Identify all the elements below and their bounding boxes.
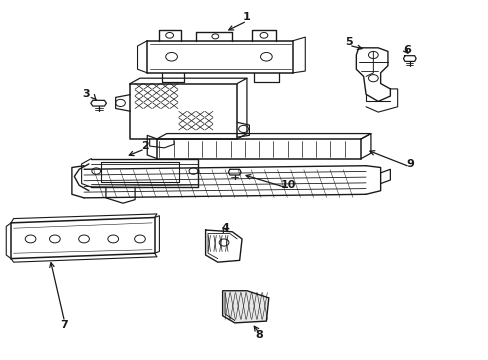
Text: 5: 5	[345, 37, 352, 48]
Text: 6: 6	[403, 45, 410, 55]
Text: 1: 1	[243, 13, 250, 22]
Text: 8: 8	[255, 330, 263, 341]
Text: 7: 7	[61, 320, 68, 330]
Text: 10: 10	[280, 180, 295, 190]
Text: 2: 2	[141, 141, 148, 151]
Text: 9: 9	[405, 159, 413, 169]
Polygon shape	[222, 291, 268, 323]
Text: 3: 3	[82, 89, 90, 99]
Text: 4: 4	[221, 223, 228, 233]
